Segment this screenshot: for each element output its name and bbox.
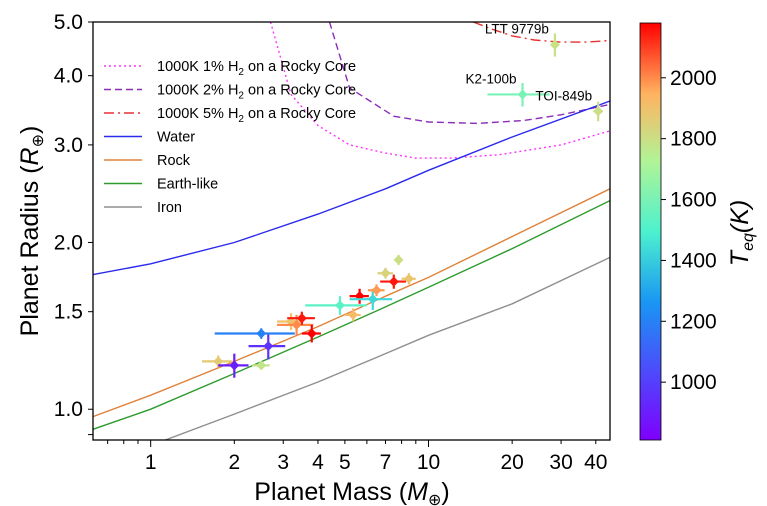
x-tick-label: 10 xyxy=(417,451,440,474)
point-marker xyxy=(348,309,359,320)
colorbar-ticks: 1000 1200 1400 1600 1800 2000 xyxy=(661,67,717,394)
colorbar-tick-label: 2000 xyxy=(670,67,717,90)
x-tick-label: 7 xyxy=(380,451,392,474)
colorbar-tick-label: 1200 xyxy=(670,310,717,333)
planet-point xyxy=(377,267,393,279)
planet-point xyxy=(349,288,393,311)
point-marker xyxy=(296,313,307,324)
curve-rock xyxy=(93,188,610,418)
curve-water xyxy=(93,100,610,276)
x-tick-label: 5 xyxy=(339,451,351,474)
x-tick-label: 1 xyxy=(145,451,157,474)
planet-point xyxy=(549,33,560,57)
x-tick-label: 4 xyxy=(312,451,324,474)
y-axis-label: Planet Radius (R⊕) xyxy=(16,126,47,337)
point-marker xyxy=(593,106,604,117)
curve-1000k-1-h-on-a-rocky-core xyxy=(269,22,610,159)
y-tick-label: 4.0 xyxy=(54,65,83,88)
legend: 1000K 1% H2 on a Rocky Core 1000K 2% H2 o… xyxy=(104,59,356,216)
planet-point xyxy=(367,284,385,297)
legend-label: Earth-like xyxy=(157,177,218,193)
point-marker xyxy=(393,254,404,265)
planet-points xyxy=(201,33,604,378)
point-marker xyxy=(367,294,378,305)
planet-point xyxy=(201,355,233,368)
point-marker xyxy=(306,328,317,339)
legend-item-earth-like: Earth-like xyxy=(104,177,218,193)
point-marker xyxy=(291,319,302,330)
planet-point xyxy=(344,308,361,322)
curve-earth-like xyxy=(93,199,610,430)
legend-label: 1000K 1% H2 on a Rocky Core xyxy=(157,59,356,78)
curve-1000k-2-h-on-a-rocky-core xyxy=(328,22,610,125)
legend-label: Rock xyxy=(157,153,191,169)
legend-item-1000k-1-h-on-a-rocky-core: 1000K 1% H2 on a Rocky Core xyxy=(104,59,356,78)
legend-item-1000k-2-h-on-a-rocky-core: 1000K 2% H2 on a Rocky Core xyxy=(104,83,356,102)
y-tick-label: 5.0 xyxy=(54,11,83,34)
point-marker xyxy=(380,268,391,279)
point-marker xyxy=(388,276,399,287)
legend-item-iron: Iron xyxy=(104,200,182,216)
annotation-toi-849b: TOI-849b xyxy=(535,88,592,103)
colorbar-tick-label: 1000 xyxy=(670,371,717,394)
point-marker xyxy=(256,328,267,339)
planet-point xyxy=(287,311,315,325)
point-marker xyxy=(371,285,382,296)
planet-point xyxy=(487,83,550,107)
colorbar-label: Teq(K) xyxy=(726,200,757,266)
point-marker xyxy=(229,360,240,371)
planet-point xyxy=(593,101,604,122)
colorbar-tick-label: 1400 xyxy=(670,249,717,272)
y-tick-label: 3.0 xyxy=(54,134,83,157)
legend-label: 1000K 2% H2 on a Rocky Core xyxy=(157,83,356,102)
planet-point xyxy=(305,296,367,315)
point-marker xyxy=(517,89,528,100)
point-marker xyxy=(256,360,267,371)
colorbar-tick-label: 1600 xyxy=(670,189,717,212)
point-marker xyxy=(213,356,224,367)
legend-item-1000k-5-h-on-a-rocky-core: 1000K 5% H2 on a Rocky Core xyxy=(104,106,356,125)
planet-point xyxy=(214,328,295,339)
colorbar-tick-label: 1800 xyxy=(670,128,717,151)
y-tick-label: 1.5 xyxy=(54,301,83,324)
planet-point xyxy=(349,288,369,304)
legend-label: Water xyxy=(157,130,195,146)
planet-point xyxy=(301,324,321,343)
planet-point xyxy=(252,360,270,371)
x-axis-label: Planet Mass (M⊕) xyxy=(254,478,449,506)
y-tick-label: 1.0 xyxy=(54,398,83,421)
planet-point xyxy=(380,274,407,289)
x-tick-label: 3 xyxy=(277,451,289,474)
curve-iron xyxy=(163,256,610,440)
x-axis-ticks: 1 2 3 4 5 7 10 20 30 40 xyxy=(107,440,607,474)
point-marker xyxy=(549,39,560,50)
planet-point xyxy=(218,353,249,378)
curve-1000k-5-h-on-a-rocky-core xyxy=(473,22,610,43)
point-marker xyxy=(403,273,414,284)
planet-point xyxy=(393,254,404,266)
legend-item-rock: Rock xyxy=(104,153,191,169)
point-marker xyxy=(334,300,345,311)
x-tick-label: 20 xyxy=(500,451,523,474)
planet-annotations: LTT 9779b K2-100b TOI-849b xyxy=(466,22,593,104)
planet-point xyxy=(401,273,416,285)
x-tick-label: 2 xyxy=(228,451,240,474)
y-tick-label: 2.0 xyxy=(54,231,83,254)
x-tick-label: 30 xyxy=(549,451,572,474)
point-marker xyxy=(263,341,274,352)
planet-point xyxy=(248,333,286,360)
legend-label: 1000K 5% H2 on a Rocky Core xyxy=(157,106,356,125)
x-tick-label: 40 xyxy=(584,451,607,474)
legend-item-water: Water xyxy=(104,130,195,146)
plot-frame xyxy=(92,21,611,441)
annotation-ltt-9779b: LTT 9779b xyxy=(485,22,549,37)
legend-label: Iron xyxy=(157,200,182,216)
annotation-k2-100b: K2-100b xyxy=(466,71,517,86)
y-axis-ticks: 1.0 1.5 2.0 3.0 4.0 5.0 xyxy=(54,11,93,436)
colorbar xyxy=(639,22,662,441)
